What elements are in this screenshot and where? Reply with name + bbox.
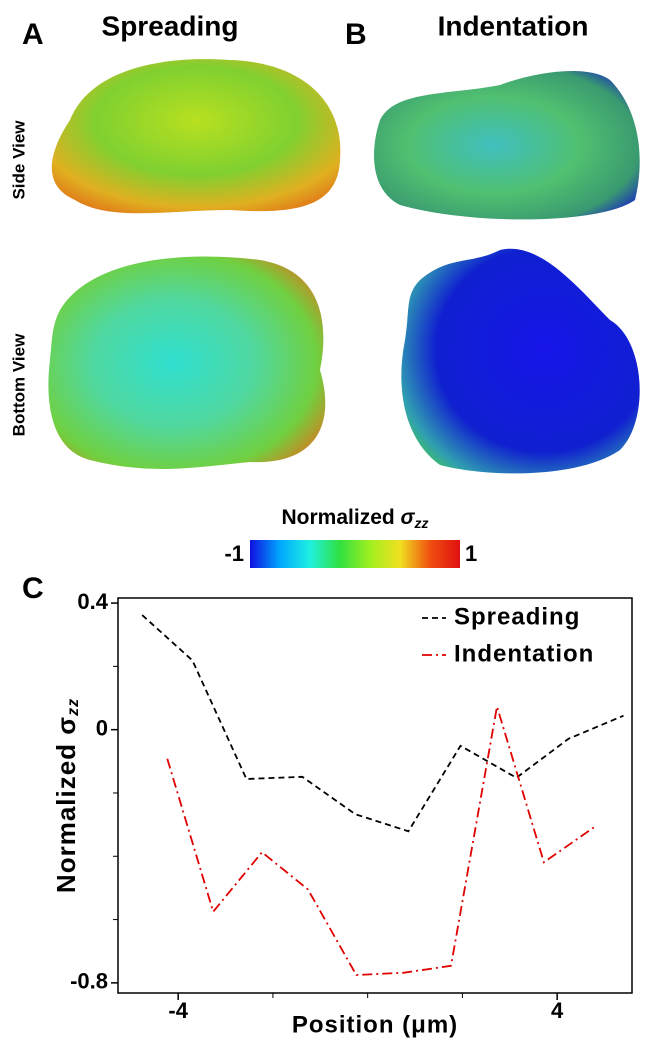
x-tick-label: 4: [551, 998, 564, 1023]
cell-render: [401, 248, 640, 474]
colorbar-symbol: σ: [401, 506, 416, 529]
row-label: Bottom View: [9, 333, 28, 436]
x-tick-label: -4: [168, 998, 188, 1023]
panel-label: B: [345, 18, 367, 51]
row-label: Side View: [9, 120, 28, 200]
legend-label: Indentation: [454, 640, 594, 667]
series-line: [141, 614, 624, 833]
colorbar-label: Normalized σzz: [282, 506, 429, 531]
panel-title: Indentation: [438, 10, 589, 41]
colorbar: [250, 540, 460, 568]
cell-render: [374, 70, 640, 220]
panel-label: A: [22, 18, 44, 51]
panel-label: C: [22, 572, 44, 605]
y-axis-label-sub: zz: [65, 698, 82, 717]
y-tick-label: 0.4: [77, 589, 108, 614]
y-tick-label: -0.8: [70, 969, 108, 994]
colorbar-text: Normalized: [282, 506, 401, 529]
colorbar-sub: zz: [413, 515, 428, 531]
y-axis-label: Normalized σzz: [51, 698, 82, 893]
cell-render: [48, 256, 326, 469]
x-axis-label: Position (μm): [292, 1011, 458, 1038]
plot-frame: [117, 597, 633, 994]
legend-label: Spreading: [454, 603, 580, 630]
colorbar-max: 1: [465, 541, 477, 566]
panel-title: Spreading: [102, 10, 239, 41]
colorbar-min: -1: [224, 541, 244, 566]
y-tick-label: 0: [96, 715, 108, 740]
y-axis-label-text: Normalized σ: [51, 716, 81, 893]
cell-render: [51, 59, 341, 214]
